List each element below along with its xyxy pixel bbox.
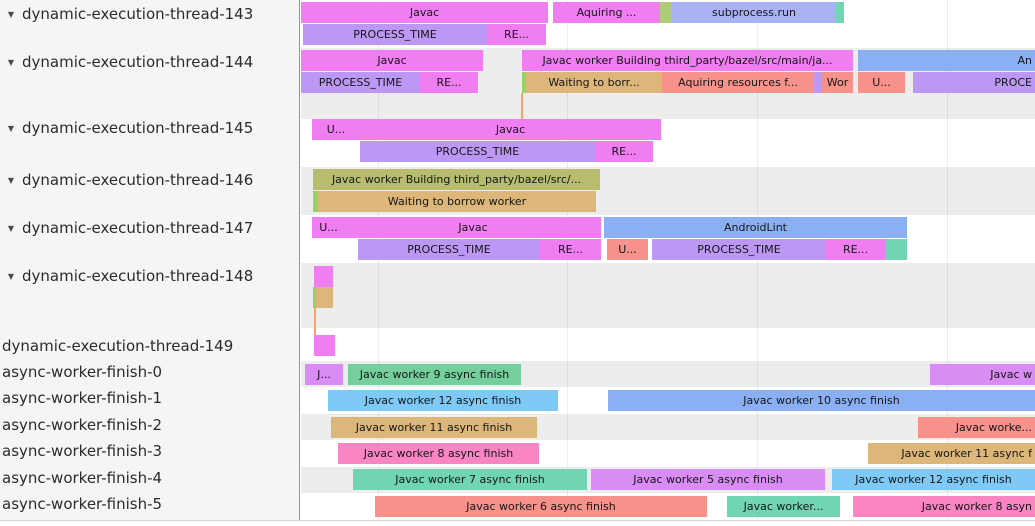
timeline-slice[interactable]: Wor bbox=[822, 72, 853, 93]
sidebar-row-dynamic-execution-thread-148[interactable]: ▼ dynamic-execution-thread-148 bbox=[0, 266, 298, 286]
timeline-slice[interactable]: Javac worker 12 async finish bbox=[328, 390, 558, 411]
track-name-sidebar: ▼ dynamic-execution-thread-143 ▼ dynamic-ex… bbox=[0, 0, 300, 520]
timeline-slice[interactable]: PROCESS_TIME bbox=[358, 239, 540, 260]
timeline-slice[interactable]: RE... bbox=[420, 72, 478, 93]
expander-chevron-down-icon[interactable]: ▼ bbox=[7, 123, 15, 133]
timeline-slice[interactable]: An bbox=[858, 50, 1035, 71]
timeline-slice[interactable]: U... bbox=[312, 217, 345, 238]
track-name-label: async-worker-finish-0 bbox=[2, 363, 163, 381]
timeline-slice[interactable] bbox=[314, 335, 335, 356]
timeline-slice[interactable]: Javac worker Building third_party/bazel/… bbox=[522, 50, 853, 71]
sidebar-row-async-worker-finish-5[interactable]: async-worker-finish-5 bbox=[0, 494, 298, 514]
track-name-label: dynamic-execution-thread-146 bbox=[22, 171, 254, 189]
timeline-slice[interactable]: PROCESS_TIME bbox=[360, 141, 595, 162]
timeline-slice[interactable]: Javac worke... bbox=[918, 417, 1035, 438]
timeline-slice[interactable]: PROCE bbox=[913, 72, 1035, 93]
sidebar-row-dynamic-execution-thread-144[interactable]: ▼ dynamic-execution-thread-144 bbox=[0, 52, 298, 72]
track-name-label: async-worker-finish-4 bbox=[2, 469, 163, 487]
timeline-slice[interactable]: Javac worker 5 async finish bbox=[591, 469, 825, 490]
expander-chevron-down-icon[interactable]: ▼ bbox=[7, 9, 15, 19]
timeline-slice[interactable]: Waiting to borrow worker bbox=[318, 191, 596, 212]
time-gridline bbox=[757, 0, 758, 520]
timeline-slice[interactable]: PROCESS_TIME bbox=[303, 24, 487, 45]
timeline-slice[interactable]: Javac worker 11 async finish bbox=[331, 417, 537, 438]
sidebar-row-dynamic-execution-thread-149[interactable]: dynamic-execution-thread-149 bbox=[0, 336, 298, 356]
timeline-slice[interactable]: Waiting to borr... bbox=[526, 72, 662, 93]
timeline-slice[interactable] bbox=[660, 2, 672, 23]
timeline-slice[interactable]: U... bbox=[312, 119, 360, 140]
timeline-slice[interactable] bbox=[314, 266, 333, 287]
timeline-slice[interactable]: RE... bbox=[826, 239, 885, 260]
track-name-label: dynamic-execution-thread-147 bbox=[22, 219, 254, 237]
sidebar-row-async-worker-finish-3[interactable]: async-worker-finish-3 bbox=[0, 441, 298, 461]
flow-event-marker bbox=[521, 93, 523, 119]
timeline-slice[interactable]: subprocess.run bbox=[672, 2, 836, 23]
timeline-slice[interactable] bbox=[522, 72, 528, 93]
sidebar-row-async-worker-finish-2[interactable]: async-worker-finish-2 bbox=[0, 415, 298, 435]
timeline-slice[interactable]: Javac worker 8 asyn bbox=[853, 496, 1035, 517]
tracks-bottom-divider bbox=[0, 520, 1035, 521]
sidebar-row-async-worker-finish-4[interactable]: async-worker-finish-4 bbox=[0, 468, 298, 488]
flow-event-marker bbox=[314, 308, 316, 335]
timeline-slice[interactable]: Javac bbox=[360, 119, 661, 140]
timeline-slice[interactable] bbox=[814, 72, 822, 93]
timeline-slice[interactable]: RE... bbox=[540, 239, 601, 260]
timeline-slice[interactable]: Aquiring ... bbox=[553, 2, 660, 23]
timeline-slice[interactable] bbox=[316, 287, 333, 308]
expander-chevron-down-icon[interactable]: ▼ bbox=[7, 223, 15, 233]
timeline-slice[interactable]: Javac w bbox=[930, 364, 1035, 385]
timeline-slice[interactable]: U... bbox=[607, 239, 648, 260]
time-gridline bbox=[378, 0, 379, 520]
track-name-label: async-worker-finish-1 bbox=[2, 389, 163, 407]
track-name-label: dynamic-execution-thread-148 bbox=[22, 267, 254, 285]
track-name-label: async-worker-finish-5 bbox=[2, 495, 163, 513]
track-name-label: dynamic-execution-thread-145 bbox=[22, 119, 254, 137]
sidebar-row-async-worker-finish-1[interactable]: async-worker-finish-1 bbox=[0, 388, 298, 408]
timeline-slice[interactable]: Javac bbox=[301, 50, 483, 71]
timeline-slice[interactable]: RE... bbox=[595, 141, 653, 162]
timeline-slice[interactable]: Javac worker 10 async finish bbox=[608, 390, 1035, 411]
track-name-label: async-worker-finish-3 bbox=[2, 442, 163, 460]
timeline-slice[interactable]: Javac bbox=[345, 217, 601, 238]
timeline-slice[interactable]: PROCESS_TIME bbox=[652, 239, 826, 260]
timeline-slice[interactable] bbox=[313, 191, 319, 212]
timeline-slice[interactable]: Javac worker 6 async finish bbox=[375, 496, 707, 517]
timeline-slice[interactable]: U... bbox=[858, 72, 905, 93]
sidebar-row-dynamic-execution-thread-145[interactable]: ▼ dynamic-execution-thread-145 bbox=[0, 118, 298, 138]
timeline-slice[interactable]: Aquiring resources f... bbox=[662, 72, 814, 93]
timeline-slice[interactable]: Javac worker 11 async f bbox=[868, 443, 1035, 464]
sidebar-row-dynamic-execution-thread-143[interactable]: ▼ dynamic-execution-thread-143 bbox=[0, 4, 298, 24]
timeline-slice[interactable]: AndroidLint bbox=[604, 217, 907, 238]
timeline-slice[interactable]: Javac worker 9 async finish bbox=[348, 364, 521, 385]
timeline-slice[interactable]: PROCESS_TIME bbox=[301, 72, 420, 93]
expander-chevron-down-icon[interactable]: ▼ bbox=[7, 57, 15, 67]
timeline-slice[interactable]: Javac bbox=[301, 2, 548, 23]
timeline-slice[interactable]: Javac worker... bbox=[727, 496, 840, 517]
timeline-slice[interactable]: Javac worker 7 async finish bbox=[353, 469, 587, 490]
time-gridline bbox=[947, 0, 948, 520]
time-gridline bbox=[567, 0, 568, 520]
sidebar-row-dynamic-execution-thread-147[interactable]: ▼ dynamic-execution-thread-147 bbox=[0, 218, 298, 238]
timeline-slice[interactable] bbox=[836, 2, 844, 23]
timeline-slice[interactable]: J... bbox=[305, 364, 343, 385]
track-group-background bbox=[301, 263, 1035, 328]
sidebar-row-async-worker-finish-0[interactable]: async-worker-finish-0 bbox=[0, 362, 298, 382]
track-name-label: async-worker-finish-2 bbox=[2, 416, 163, 434]
track-name-label: dynamic-execution-thread-144 bbox=[22, 53, 254, 71]
sidebar-row-dynamic-execution-thread-146[interactable]: ▼ dynamic-execution-thread-146 bbox=[0, 170, 298, 190]
track-name-label: dynamic-execution-thread-149 bbox=[2, 337, 234, 355]
timeline-slice[interactable]: Javac worker 12 async finish bbox=[832, 469, 1035, 490]
timeline-slice[interactable]: RE... bbox=[487, 24, 546, 45]
expander-chevron-down-icon[interactable]: ▼ bbox=[7, 175, 15, 185]
timeline-slice[interactable]: Javac worker 8 async finish bbox=[338, 443, 539, 464]
track-name-label: dynamic-execution-thread-143 bbox=[22, 5, 254, 23]
expander-chevron-down-icon[interactable]: ▼ bbox=[7, 271, 15, 281]
timeline-slice[interactable]: Javac worker Building third_party/bazel/… bbox=[313, 169, 600, 190]
timeline-slice[interactable] bbox=[885, 239, 907, 260]
